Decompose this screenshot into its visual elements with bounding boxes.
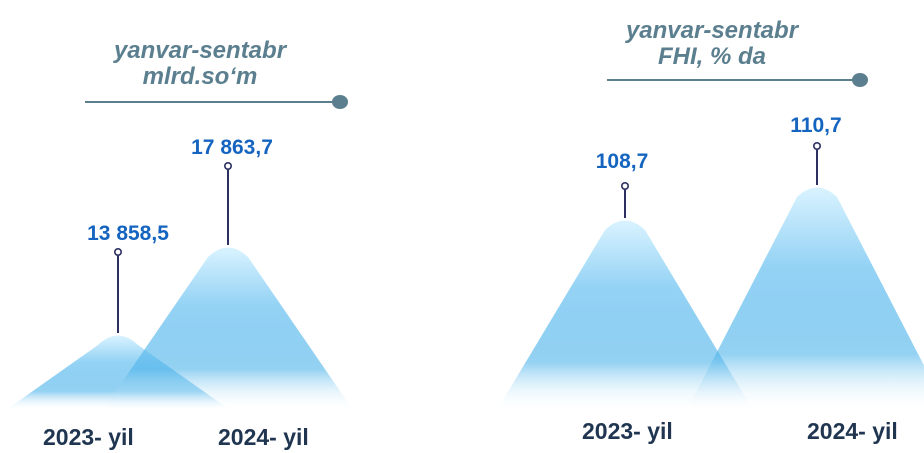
mountain-area-2024 [687, 187, 924, 410]
chart-subtitle-line2: FHI, % da [657, 43, 766, 70]
chart-title-line1: yanvar-sentabr [625, 17, 799, 44]
chart-title: yanvar-sentabr mlrd.so‘m [80, 38, 320, 90]
value-leader-dot [621, 182, 630, 191]
chart-panel-nominal: yanvar-sentabr mlrd.so‘m 13 858,5 17 863… [6, 38, 353, 450]
category-label-2023: 2023- yil [43, 424, 134, 450]
title-underline-dot [852, 73, 868, 87]
chart-subtitle-line2: mlrd.so‘m [142, 63, 258, 90]
chart-panel-growth: yanvar-sentabr FHI, % da 108,7 110,7 202… [462, 0, 924, 453]
category-label-2024: 2024- yil [807, 418, 898, 444]
chart-svg-nominal [6, 95, 353, 410]
title-underline-dot [332, 95, 348, 109]
chart-title-line1: yanvar-sentabr [113, 37, 287, 64]
value-leader-dot [812, 142, 821, 151]
category-label-2023: 2023- yil [582, 418, 673, 444]
data-label-2024: 17 863,7 [191, 136, 273, 159]
data-label-2023: 108,7 [595, 150, 649, 173]
mountain-area-2023 [497, 220, 753, 410]
value-leader-dot [114, 248, 123, 257]
mountain-area-2024 [103, 247, 353, 410]
data-label-2023: 13 858,5 [87, 222, 169, 245]
data-label-2024: 110,7 [790, 114, 842, 137]
value-leader-dot [224, 162, 233, 171]
category-label-2024: 2024- yil [218, 424, 309, 450]
chart-title: yanvar-sentabr FHI, % da [602, 18, 822, 70]
chart-svg-growth [497, 73, 924, 410]
